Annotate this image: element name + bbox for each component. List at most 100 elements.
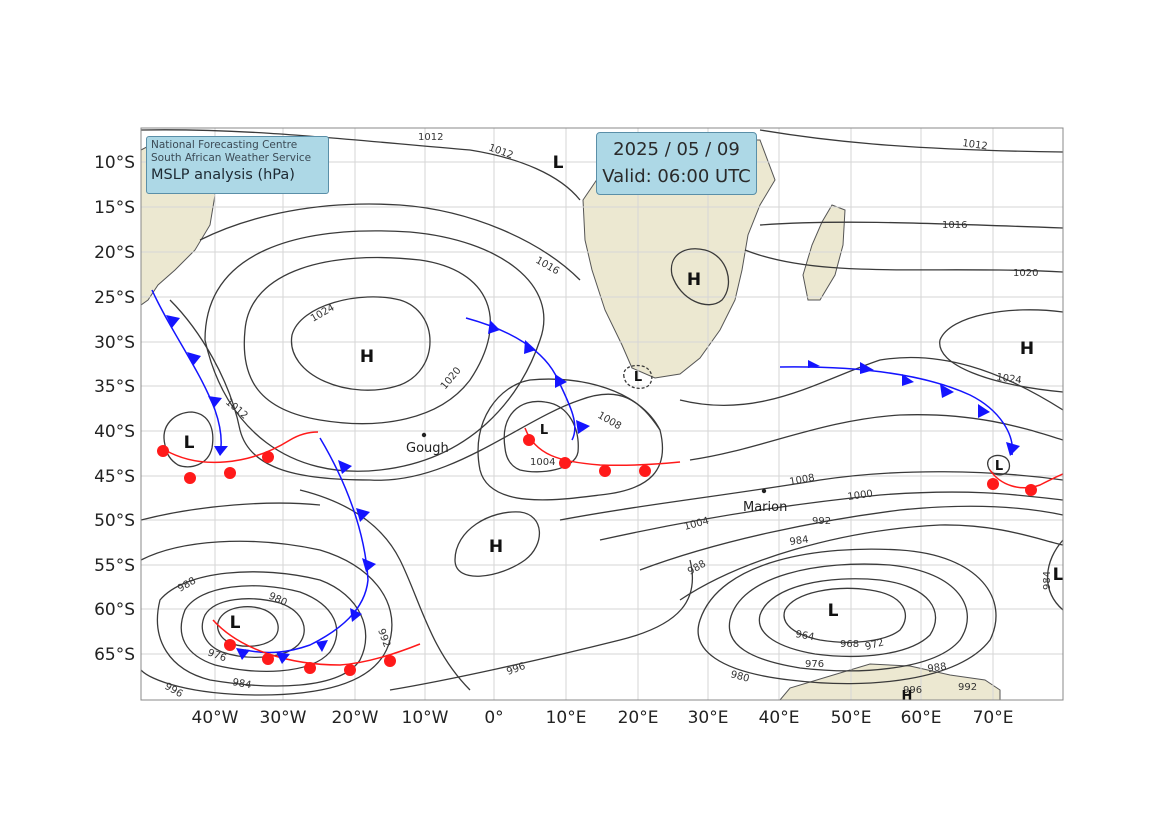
isobar-984-east-low [697, 548, 997, 685]
contour-label: 976 [805, 659, 824, 670]
map-frame [140, 127, 1064, 701]
isobar-1012-west [169, 299, 661, 481]
contour-label: 1000 [847, 489, 874, 503]
isobar-high-south-central [454, 511, 541, 577]
warm-front-central [524, 427, 681, 467]
isobar-west-low-outer [141, 540, 393, 696]
contour-label: 968 [840, 639, 859, 650]
contour-label: 1012 [962, 138, 989, 152]
isobar-low-far-east [1046, 539, 1063, 611]
isobar-low-cape [623, 364, 653, 389]
isobar-992-band [679, 524, 1063, 601]
contour-label: 988 [927, 661, 947, 675]
contour-label: 984 [231, 677, 252, 691]
lat-label: 40°S [94, 422, 135, 442]
isobar-1016-west-high [204, 230, 545, 472]
org-line-1: National Forecasting Centre [151, 139, 298, 151]
isobar-west-low-2 [180, 585, 338, 673]
lon-label: 50°E [831, 708, 872, 728]
product-info-box: National Forecasting Centre South Africa… [146, 136, 329, 194]
lat-label: 25°S [94, 288, 135, 308]
contour-label: 992 [958, 682, 977, 693]
pressure-centre: H [489, 537, 503, 557]
isobar-968-east-low [758, 578, 937, 658]
contour-label: 980 [729, 669, 750, 685]
warm-front-east [989, 469, 1063, 489]
lat-label: 45°S [94, 467, 135, 487]
contour-label: 1008 [789, 473, 816, 488]
isobar-1016-east [759, 221, 1063, 229]
lon-label: 20°W [332, 708, 379, 728]
contour-label: 996 [903, 685, 922, 696]
places: Gough Marion [406, 432, 787, 515]
lon-label: 30°E [688, 708, 729, 728]
contour-label: 972 [864, 637, 885, 653]
pressure-centre: L [230, 613, 241, 633]
lat-label: 55°S [94, 556, 135, 576]
warm-front-symbols [157, 434, 1037, 676]
isobar-1008-central [477, 378, 664, 501]
marion-marker [761, 488, 767, 494]
isobar-high-africa [670, 248, 730, 306]
isobar-976-east-low [728, 563, 968, 672]
pressure-centre: H [360, 347, 374, 367]
contour-label: 1024 [996, 372, 1023, 386]
isobar-mid-atlantic [299, 489, 471, 691]
pressure-centre: H [902, 689, 913, 704]
lat-label: 20°S [94, 243, 135, 263]
isobars [141, 129, 1063, 696]
lat-label: 10°S [94, 153, 135, 173]
isobar-low-east-small [987, 454, 1011, 476]
isobar-1004-east-band [599, 491, 1063, 541]
longitude-labels: 40°W 30°W 20°W 10°W 0° 10°E 20°E 30°E 40… [192, 708, 1014, 728]
isobar-1020-east-high [679, 356, 1063, 411]
gough-marker [421, 432, 427, 438]
lon-label: 30°W [260, 708, 307, 728]
product-title: MSLP analysis (hPa) [151, 167, 295, 183]
isobar-1020-east [744, 249, 1063, 273]
pressure-centre: L [184, 433, 195, 453]
isobar-1024-west-high [290, 296, 431, 391]
lat-label: 65°S [94, 645, 135, 665]
pressure-centre: H [1020, 339, 1034, 359]
isobar-1012-far-west-low [163, 411, 214, 468]
cold-front-mid-atlantic [244, 437, 369, 654]
lat-label: 60°S [94, 600, 135, 620]
lon-label: 40°E [759, 708, 800, 728]
pressure-centre: L [540, 423, 548, 438]
isobar-1012-north-east [759, 129, 1063, 153]
isobar-996-south [389, 559, 694, 691]
cold-front-symbols [166, 315, 1020, 664]
contour-label: 992 [812, 516, 831, 527]
isobar-1008-east-band [559, 471, 1063, 521]
contour-label: 1012 [418, 132, 443, 143]
marion-label: Marion [743, 500, 787, 515]
lat-label: 35°S [94, 377, 135, 397]
analysis-date: 2025 / 05 / 09 [613, 139, 740, 160]
lat-label: 50°S [94, 511, 135, 531]
isobar-mid-west [141, 502, 321, 521]
lon-label: 10°E [546, 708, 587, 728]
gough-label: Gough [406, 441, 449, 456]
lon-label: 20°E [618, 708, 659, 728]
isobar-west-low-4 [217, 606, 279, 647]
latitude-labels: 10°S 15°S 20°S 25°S 30°S 35°S 40°S 45°S … [94, 153, 135, 665]
weather-fronts [151, 289, 1063, 676]
pressure-centre: L [828, 601, 839, 621]
isobar-1000-band [639, 505, 1063, 571]
warm-front-west-low [212, 619, 421, 666]
isobar-1016-north [199, 203, 581, 281]
valid-time-box: 2025 / 05 / 09 Valid: 06:00 UTC [596, 132, 757, 195]
isobar-1020-west-high [243, 256, 492, 425]
contour-label: 984 [789, 534, 809, 548]
lat-label: 15°S [94, 198, 135, 218]
warm-front-far-west [164, 431, 319, 464]
org-line-2: South African Weather Service [151, 152, 312, 164]
contour-label: 964 [794, 629, 815, 643]
valid-time: Valid: 06:00 UTC [602, 166, 751, 187]
isobar-1004-central [503, 400, 579, 473]
lon-label: 0° [484, 708, 503, 728]
isobar-west-low-3 [201, 598, 305, 658]
lon-label: 70°E [973, 708, 1014, 728]
